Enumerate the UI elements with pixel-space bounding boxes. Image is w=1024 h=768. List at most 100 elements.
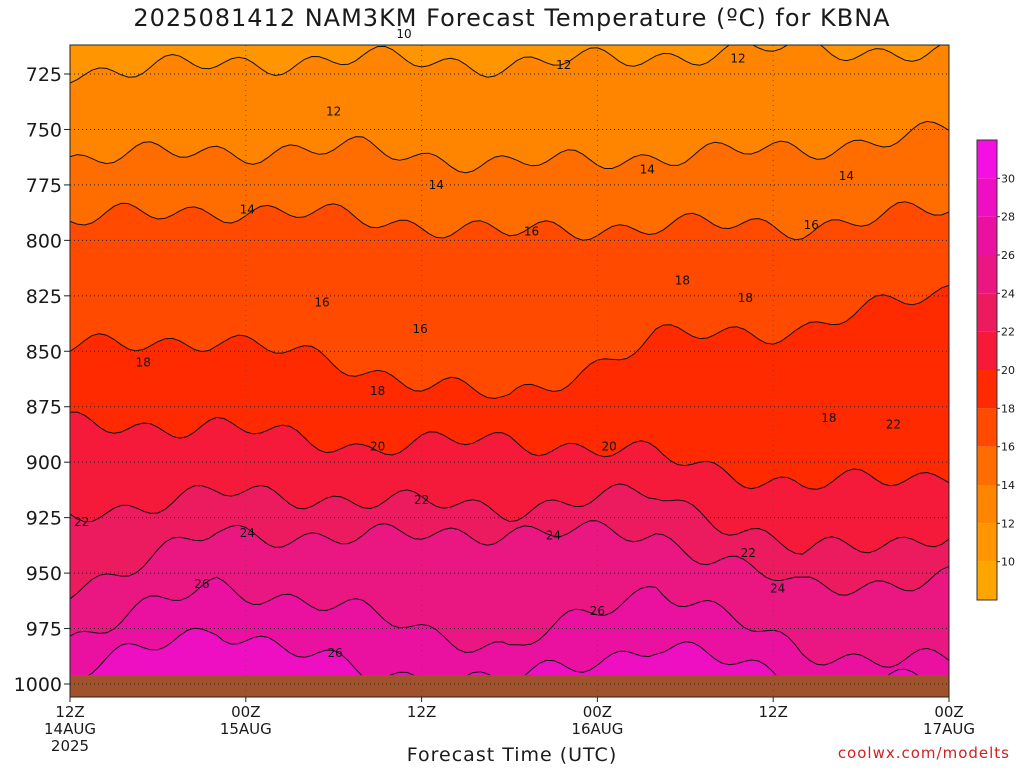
- x-tick-label: 17AUG: [923, 720, 975, 738]
- y-tick-label: 975: [26, 619, 62, 641]
- contour-label-text: 16: [524, 224, 539, 238]
- contour-label-14: 14: [640, 162, 655, 176]
- contour-label-text: 12: [326, 105, 341, 119]
- contour-label-26: 26: [590, 604, 605, 618]
- colorbar-tick-label: 14: [1001, 479, 1015, 492]
- contour-label-text: 26: [194, 577, 209, 591]
- x-tick-label: 14AUG: [44, 720, 96, 738]
- contour-label-14: 14: [839, 169, 854, 183]
- contour-label-16: 16: [804, 218, 819, 232]
- contour-label-text: 16: [804, 218, 819, 232]
- contour-label-text: 16: [314, 295, 329, 309]
- contour-label-text: 18: [821, 411, 836, 425]
- contour-label-18: 18: [738, 291, 753, 305]
- colorbar-swatch-10: [977, 523, 997, 562]
- isotherm-24: [70, 520, 949, 600]
- contour-label-text: 24: [770, 582, 785, 596]
- plot-frame: [69, 44, 950, 698]
- isotherm-18: [70, 284, 949, 399]
- contour-label-12: 12: [730, 51, 745, 65]
- colorbar-tick-label: 18: [1001, 402, 1015, 415]
- colorbar-tick-label: 30: [1001, 172, 1015, 185]
- contour-label-24: 24: [770, 582, 785, 596]
- colorbar-swatch-30: [977, 140, 997, 179]
- contour-label-text: 22: [74, 515, 89, 529]
- contour-label-text: 14: [429, 178, 444, 192]
- contour-label-text: 16: [412, 322, 427, 336]
- contour-label-22: 22: [74, 515, 89, 529]
- contour-label-20: 20: [370, 440, 385, 454]
- contour-label-text: 18: [738, 291, 753, 305]
- chart-title: 2025081412 NAM3KM Forecast Temperature (…: [133, 4, 891, 32]
- contour-label-text: 24: [546, 528, 561, 542]
- isotherm-10: [70, 10, 949, 41]
- isotherm-22: [70, 483, 949, 555]
- colorbar-swatch-16: [977, 408, 997, 447]
- contour-label-text: 20: [370, 440, 385, 454]
- x-tick-label: 12Z: [759, 703, 788, 721]
- y-tick-label: 1000: [14, 674, 62, 696]
- x-tick-label: 00Z: [231, 703, 260, 721]
- contour-label-14: 14: [240, 202, 255, 216]
- y-tick-label: 800: [26, 230, 62, 252]
- contour-label-text: 26: [328, 646, 343, 660]
- contour-label-16: 16: [524, 224, 539, 238]
- contour-label-26: 26: [194, 577, 209, 591]
- contour-label-18: 18: [675, 273, 690, 287]
- colorbar-swatch-28: [977, 178, 997, 217]
- contour-label-18: 18: [370, 384, 385, 398]
- y-tick-label: 950: [26, 563, 62, 585]
- contour-label-22: 22: [741, 546, 756, 560]
- isotherm-16: [70, 201, 949, 241]
- credit-text[interactable]: coolwx.com/modelts: [837, 744, 1010, 762]
- contour-label-12: 12: [556, 58, 571, 72]
- y-tick-label: 875: [26, 397, 62, 419]
- contour-label-12: 12: [326, 105, 341, 119]
- contour-label-text: 10: [396, 27, 411, 41]
- colorbar-swatch-20: [977, 331, 997, 370]
- x-tick-label: 16AUG: [571, 720, 623, 738]
- contour-label-14: 14: [429, 178, 444, 192]
- colorbar-tick-label: 20: [1001, 364, 1015, 377]
- contour-label-text: 24: [240, 526, 255, 540]
- contour-label-20: 20: [601, 440, 616, 454]
- colorbar-swatch-14: [977, 446, 997, 485]
- contour-label-18: 18: [821, 411, 836, 425]
- contour-label-text: 14: [839, 169, 854, 183]
- contour-label-text: 14: [240, 202, 255, 216]
- x-tick-label: 12Z: [407, 703, 436, 721]
- contour-label-16: 16: [314, 295, 329, 309]
- isotherm-20: [70, 411, 949, 490]
- contour-label-10: 10: [396, 27, 411, 41]
- ground-layer: [70, 675, 949, 697]
- contour-label-text: 14: [640, 162, 655, 176]
- x-tick-label: 2025: [51, 737, 89, 755]
- contour-label-text: 18: [370, 384, 385, 398]
- contour-label-22: 22: [414, 493, 429, 507]
- x-tick-label: 00Z: [934, 703, 963, 721]
- isotherm-26: [70, 576, 949, 668]
- colorbar-swatch-22: [977, 293, 997, 332]
- contour-label-text: 12: [556, 58, 571, 72]
- contour-label-16: 16: [412, 322, 427, 336]
- colorbar-tick-label: 10: [1001, 556, 1015, 569]
- contour-label-text: 20: [601, 440, 616, 454]
- y-tick-label: 750: [26, 119, 62, 141]
- contour-label-text: 18: [136, 355, 151, 369]
- colorbar-tick-label: 26: [1001, 249, 1015, 262]
- x-tick-label: 00Z: [583, 703, 612, 721]
- y-tick-label: 900: [26, 452, 62, 474]
- colorbar-swatch-24: [977, 255, 997, 294]
- isotherm-12: [70, 45, 942, 84]
- contour-label-text: 22: [886, 417, 901, 431]
- contour-label-text: 12: [730, 51, 745, 65]
- y-axis: 725 750 775 800 825 850 875 900 925 950 975 1000: [14, 64, 70, 696]
- colorbar-swatch-12: [977, 485, 997, 524]
- y-tick-label: 825: [26, 286, 62, 308]
- x-tick-label: 15AUG: [220, 720, 272, 738]
- y-tick-label: 925: [26, 508, 62, 530]
- contour-label-text: 26: [590, 604, 605, 618]
- colorbar-tick-label: 22: [1001, 326, 1015, 339]
